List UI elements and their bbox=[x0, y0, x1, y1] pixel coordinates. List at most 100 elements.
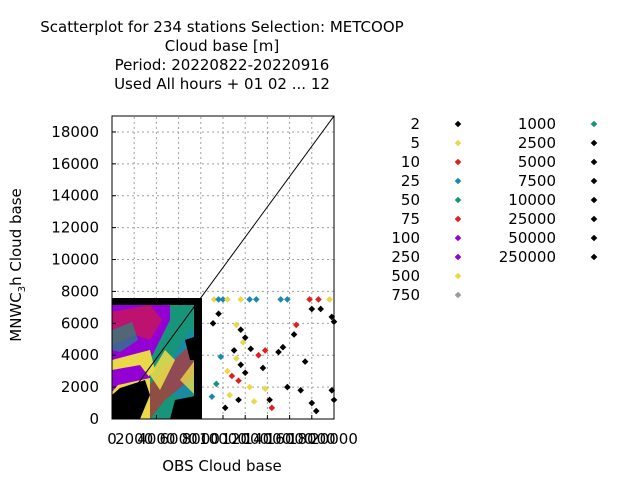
data-point bbox=[315, 296, 322, 303]
x-tick-label: 6000 bbox=[160, 430, 198, 448]
legend-label: 10 bbox=[401, 153, 420, 171]
legend-marker bbox=[454, 139, 462, 147]
legend-marker bbox=[590, 120, 598, 128]
legend-marker bbox=[454, 177, 462, 185]
data-point bbox=[261, 385, 269, 392]
legend-marker bbox=[590, 215, 598, 223]
data-point bbox=[292, 321, 300, 329]
y-tick-label: 6000 bbox=[61, 314, 99, 332]
data-point bbox=[237, 361, 245, 369]
data-point bbox=[215, 296, 222, 303]
data-point bbox=[250, 398, 258, 405]
data-point bbox=[241, 369, 249, 377]
y-axis-ticks: 0 2000 4000 6000 8000 10000 12000 14000 16000 180… bbox=[51, 123, 116, 428]
legend-marker bbox=[454, 234, 462, 242]
legend-marker bbox=[454, 291, 462, 299]
data-point bbox=[235, 377, 242, 385]
data-point bbox=[239, 339, 247, 346]
y-tick-label: 4000 bbox=[61, 346, 99, 364]
y-tick-label: 18000 bbox=[51, 123, 99, 141]
data-point bbox=[284, 383, 291, 391]
legend-label: 10000 bbox=[508, 191, 556, 209]
data-point bbox=[259, 364, 267, 372]
data-point bbox=[233, 355, 240, 362]
title-line-4: Used All hours + 01 02 ... 12 bbox=[114, 75, 330, 93]
legend-marker bbox=[590, 196, 598, 204]
legend-label: 25 bbox=[401, 172, 420, 190]
data-point bbox=[275, 348, 282, 356]
legend-label: 2 bbox=[410, 115, 420, 133]
data-point bbox=[208, 393, 216, 400]
legend-marker bbox=[590, 177, 598, 185]
data-point bbox=[326, 296, 333, 303]
legend-marker bbox=[454, 158, 462, 166]
y-tick-label: 0 bbox=[89, 410, 99, 428]
data-point bbox=[213, 380, 220, 388]
data-point bbox=[317, 305, 324, 313]
data-point bbox=[209, 320, 217, 327]
data-point bbox=[277, 296, 285, 303]
legend-label: 7500 bbox=[518, 172, 556, 190]
data-point bbox=[246, 383, 253, 391]
x-tick-label: 12000 bbox=[221, 430, 269, 448]
data-point bbox=[328, 313, 336, 321]
y-axis-label: MNWC3h Cloud base bbox=[7, 188, 28, 342]
legend-label: 5000 bbox=[518, 153, 556, 171]
legend-label: 50 bbox=[401, 191, 420, 209]
data-point bbox=[306, 296, 313, 303]
title-line-2: Cloud base [m] bbox=[165, 37, 279, 55]
x-tick-label: 4000 bbox=[137, 430, 175, 448]
x-tick-label: 16000 bbox=[266, 430, 314, 448]
data-point bbox=[268, 404, 276, 412]
data-point bbox=[230, 347, 238, 354]
x-tick-label: 18000 bbox=[288, 430, 336, 448]
legend-label: 250000 bbox=[499, 248, 556, 266]
legend-marker bbox=[454, 215, 462, 223]
data-point bbox=[217, 353, 225, 361]
x-tick-label: 10000 bbox=[199, 430, 247, 448]
x-tick-label: 0 bbox=[107, 430, 117, 448]
density-fill bbox=[112, 298, 202, 419]
data-point bbox=[210, 296, 218, 303]
legend-label: 1000 bbox=[518, 115, 556, 133]
y-tick-label: 14000 bbox=[51, 187, 99, 205]
legend-marker bbox=[590, 253, 598, 261]
title-line-1: Scatterplot for 234 stations Selection: … bbox=[40, 18, 403, 36]
data-point bbox=[312, 407, 320, 415]
legend-marker bbox=[590, 139, 598, 147]
legend-label: 750 bbox=[391, 286, 420, 304]
data-point bbox=[215, 310, 222, 318]
data-point bbox=[237, 296, 245, 303]
y-tick-label: 2000 bbox=[61, 378, 99, 396]
data-point bbox=[284, 296, 291, 303]
data-point bbox=[301, 358, 309, 365]
y-axis-label-tail: h Cloud base bbox=[7, 188, 25, 286]
legend-marker bbox=[454, 196, 462, 204]
data-point bbox=[221, 404, 229, 412]
data-point bbox=[219, 296, 227, 303]
legend-marker bbox=[590, 158, 598, 166]
x-axis-label: OBS Cloud base bbox=[162, 457, 282, 475]
title-line-3: Period: 20220822-20220916 bbox=[115, 56, 330, 74]
x-axis-ticks: 0200040006000800010000120001400016000180… bbox=[107, 415, 358, 448]
legend-label: 5 bbox=[410, 134, 420, 152]
y-tick-label: 10000 bbox=[51, 251, 99, 269]
data-point bbox=[224, 296, 231, 303]
legend-marker bbox=[454, 253, 462, 261]
data-point bbox=[237, 326, 245, 333]
legend-label: 25000 bbox=[508, 210, 556, 228]
data-point bbox=[226, 391, 233, 399]
chart-title: Scatterplot for 234 stations Selection: … bbox=[40, 18, 403, 93]
legend-label: 75 bbox=[401, 210, 420, 228]
y-axis-label-sub: 3 bbox=[17, 286, 28, 292]
data-point bbox=[261, 347, 269, 354]
data-point bbox=[224, 367, 231, 375]
legend-label: 250 bbox=[391, 248, 420, 266]
data-points bbox=[208, 296, 338, 415]
x-tick-label: 14000 bbox=[244, 430, 292, 448]
data-point bbox=[290, 331, 298, 338]
x-tick-label: 8000 bbox=[182, 430, 220, 448]
data-point bbox=[235, 396, 242, 404]
legend-marker bbox=[590, 234, 598, 242]
